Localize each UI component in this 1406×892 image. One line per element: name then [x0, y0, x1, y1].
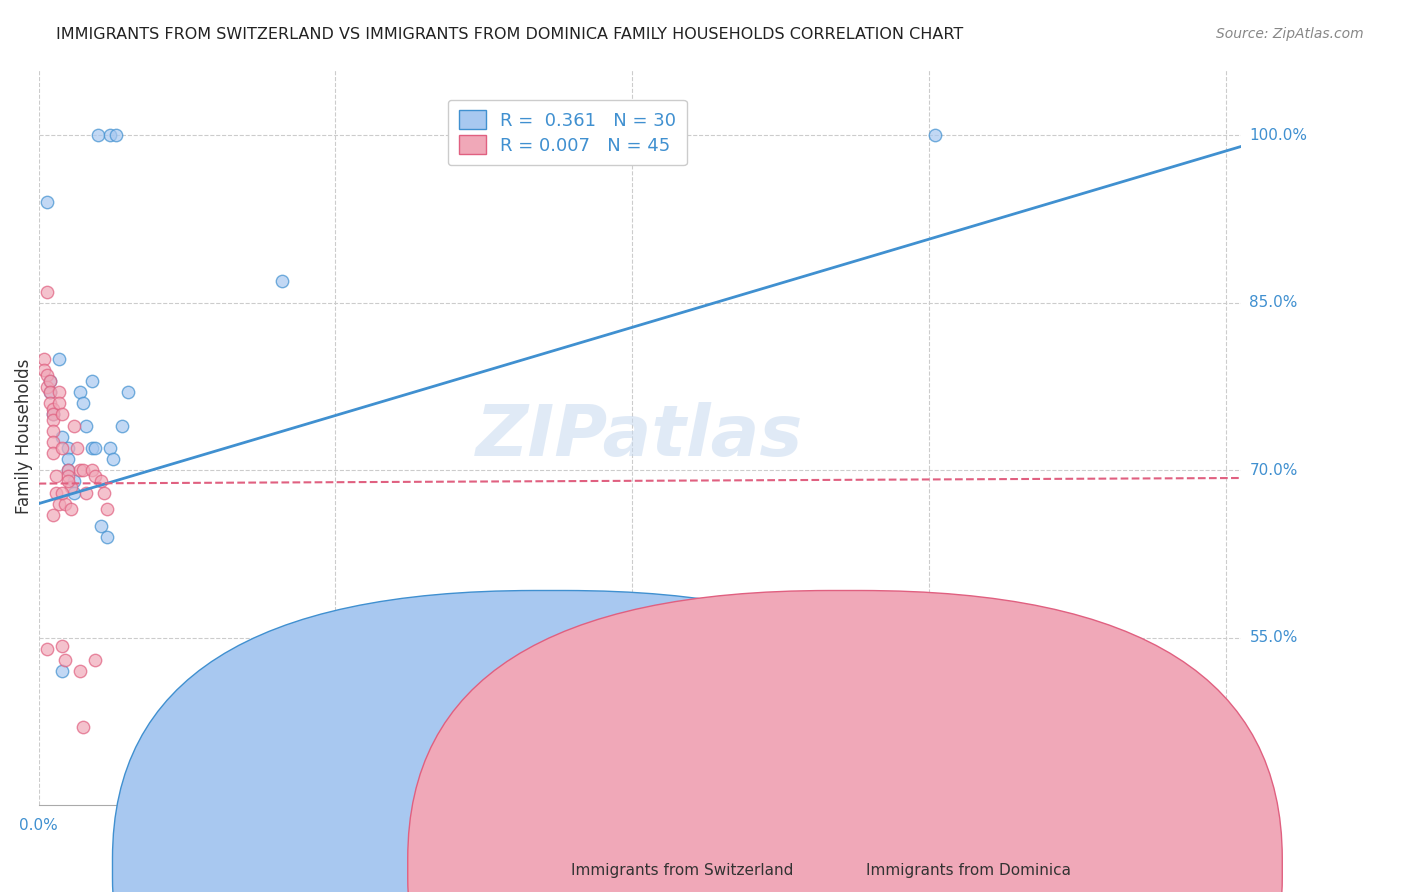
Point [42, 413, 65, 427]
Text: IMMIGRANTS FROM SWITZERLAND VS IMMIGRANTS FROM DOMINICA FAMILY HOUSEHOLDS CORREL: IMMIGRANTS FROM SWITZERLAND VS IMMIGRANT… [56, 27, 963, 42]
Point [48, 385, 70, 400]
Y-axis label: Family Households: Family Households [15, 359, 32, 515]
Text: 100.0%: 100.0% [1250, 128, 1308, 143]
Point [80, 441, 103, 455]
Point [39, 385, 62, 400]
Point [80, 463, 103, 477]
Point [48, 497, 70, 511]
Point [101, 452, 124, 467]
Point [51, 430, 73, 444]
Point [42, 424, 65, 438]
Point [111, 418, 134, 433]
Point [58, 468, 80, 483]
Point [72, 720, 94, 734]
Point [51, 485, 73, 500]
Point [84, 653, 107, 667]
Point [37, 379, 59, 393]
Point [48, 351, 70, 366]
Point [60, 480, 83, 494]
Text: Source: ZipAtlas.com: Source: ZipAtlas.com [1216, 27, 1364, 41]
Text: 85.0%: 85.0% [1250, 295, 1298, 310]
Point [37, 368, 59, 383]
Point [53, 497, 76, 511]
Point [924, 128, 946, 143]
Point [63, 475, 86, 489]
Text: Immigrants from Switzerland: Immigrants from Switzerland [571, 863, 793, 878]
Point [80, 374, 103, 388]
Point [96, 530, 118, 544]
Point [90, 475, 112, 489]
Point [87, 128, 110, 143]
Point [69, 463, 91, 477]
Text: ZIPatlas: ZIPatlas [475, 402, 803, 471]
Point [42, 446, 65, 460]
Point [48, 396, 70, 410]
Point [66, 441, 89, 455]
Point [58, 475, 80, 489]
Point [42, 508, 65, 522]
Point [75, 485, 97, 500]
Point [34, 363, 56, 377]
Point [39, 374, 62, 388]
Point [96, 502, 118, 516]
Point [117, 385, 139, 400]
Point [42, 408, 65, 422]
Point [42, 408, 65, 422]
Point [90, 519, 112, 533]
Point [63, 418, 86, 433]
Point [271, 273, 294, 287]
Point [58, 452, 80, 467]
Point [75, 418, 97, 433]
Point [93, 485, 115, 500]
Point [60, 502, 83, 516]
Point [51, 408, 73, 422]
Point [69, 385, 91, 400]
Point [51, 664, 73, 678]
Point [37, 641, 59, 656]
Point [53, 653, 76, 667]
Point [69, 664, 91, 678]
Point [39, 396, 62, 410]
Point [98, 128, 121, 143]
Point [34, 351, 56, 366]
Text: 40.0%: 40.0% [1216, 818, 1265, 833]
Point [84, 468, 107, 483]
Point [42, 435, 65, 450]
Point [42, 401, 65, 416]
Point [72, 463, 94, 477]
Point [45, 468, 67, 483]
Point [51, 441, 73, 455]
Point [39, 374, 62, 388]
Text: 0.0%: 0.0% [20, 818, 58, 833]
Point [72, 396, 94, 410]
Text: Immigrants from Dominica: Immigrants from Dominica [866, 863, 1071, 878]
Point [39, 385, 62, 400]
Point [58, 463, 80, 477]
Point [37, 285, 59, 299]
Point [104, 128, 127, 143]
Text: 70.0%: 70.0% [1250, 463, 1298, 478]
Point [547, 640, 569, 654]
Point [45, 485, 67, 500]
Legend: R =  0.361   N = 30, R = 0.007   N = 45: R = 0.361 N = 30, R = 0.007 N = 45 [449, 100, 688, 165]
Point [58, 463, 80, 477]
Point [63, 485, 86, 500]
Point [98, 441, 121, 455]
Text: 55.0%: 55.0% [1250, 630, 1298, 645]
Point [51, 640, 73, 654]
Point [37, 195, 59, 210]
Point [84, 441, 107, 455]
Point [58, 441, 80, 455]
